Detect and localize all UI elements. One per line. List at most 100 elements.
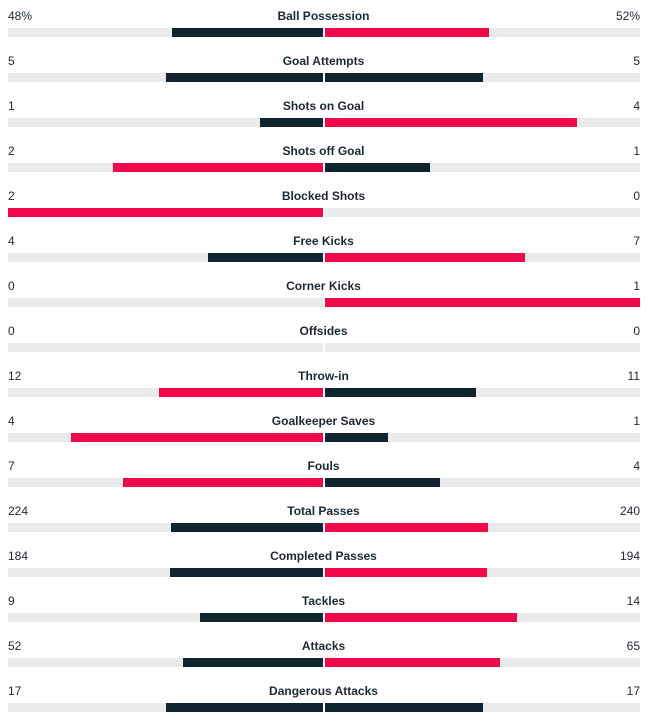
- stat-row: 2 Shots off Goal 1: [0, 135, 647, 180]
- stat-label: Tackles: [301, 594, 346, 608]
- away-bar-fill: [325, 568, 487, 577]
- home-bar-track: [8, 703, 323, 712]
- home-value: 0: [8, 324, 15, 338]
- away-bar-track: [325, 613, 640, 622]
- away-value: 65: [626, 639, 640, 653]
- home-value: 5: [8, 54, 15, 68]
- away-value: 194: [619, 549, 640, 563]
- stat-label: Shots off Goal: [282, 144, 365, 158]
- away-bar-fill: [325, 298, 640, 307]
- away-value: 1: [633, 279, 640, 293]
- away-bar-track: [325, 253, 640, 262]
- home-bar-fill: [199, 613, 323, 622]
- away-value: 240: [619, 504, 640, 518]
- home-bar-track: [8, 163, 323, 172]
- home-bar-track: [8, 343, 323, 352]
- home-bar-track: [8, 478, 323, 487]
- stat-row: 12 Throw-in 11: [0, 360, 647, 405]
- home-value: 2: [8, 144, 15, 158]
- away-bar-track: [325, 343, 640, 352]
- away-bar-fill: [325, 523, 488, 532]
- stat-row: 1 Shots on Goal 4: [0, 90, 647, 135]
- away-bar-fill: [325, 163, 430, 172]
- stat-label: Total Passes: [287, 504, 360, 518]
- away-value: 52%: [615, 9, 640, 23]
- home-bar-fill: [208, 253, 323, 262]
- away-bar-fill: [325, 118, 577, 127]
- home-value: 4: [8, 234, 15, 248]
- home-bar-fill: [165, 703, 323, 712]
- home-bar-track: [8, 118, 323, 127]
- home-bar-track: [8, 73, 323, 82]
- stat-row: 7 Fouls 4: [0, 450, 647, 495]
- home-value: 224: [8, 504, 29, 518]
- away-value: 7: [633, 234, 640, 248]
- stat-row: 4 Goalkeeper Saves 1: [0, 405, 647, 450]
- home-bar-fill: [183, 658, 323, 667]
- home-bar-fill: [171, 28, 323, 37]
- away-bar-fill: [325, 613, 517, 622]
- away-bar-track: [325, 433, 640, 442]
- home-value: 0: [8, 279, 15, 293]
- stat-row: 52 Attacks 65: [0, 630, 647, 675]
- away-bar-track: [325, 208, 640, 217]
- stat-label: Shots on Goal: [282, 99, 365, 113]
- away-bar-fill: [325, 703, 483, 712]
- stat-label: Attacks: [301, 639, 346, 653]
- away-bar-fill: [325, 658, 501, 667]
- away-bar-track: [325, 658, 640, 667]
- home-bar-track: [8, 658, 323, 667]
- home-bar-track: [8, 568, 323, 577]
- home-value: 7: [8, 459, 15, 473]
- away-bar-track: [325, 298, 640, 307]
- stat-row: 9 Tackles 14: [0, 585, 647, 630]
- stat-label: Completed Passes: [270, 549, 377, 563]
- home-bar-fill: [165, 73, 323, 82]
- away-value: 11: [627, 369, 640, 383]
- away-value: 0: [633, 189, 640, 203]
- away-bar-track: [325, 73, 640, 82]
- home-value: 52: [8, 639, 22, 653]
- away-bar-track: [325, 118, 640, 127]
- stat-label: Corner Kicks: [286, 279, 361, 293]
- stat-row: 4 Free Kicks 7: [0, 225, 647, 270]
- away-bar-track: [325, 28, 640, 37]
- stat-row: 17 Dangerous Attacks 17: [0, 675, 647, 720]
- home-bar-track: [8, 208, 323, 217]
- stat-label: Blocked Shots: [281, 189, 366, 203]
- home-bar-fill: [260, 118, 323, 127]
- stat-label: Offsides: [299, 324, 348, 338]
- away-value: 4: [633, 99, 640, 113]
- away-value: 17: [626, 684, 640, 698]
- stat-row: 0 Offsides 0: [0, 315, 647, 360]
- home-bar-fill: [112, 163, 323, 172]
- away-value: 14: [626, 594, 640, 608]
- home-bar-track: [8, 388, 323, 397]
- stat-label: Fouls: [307, 459, 340, 473]
- away-value: 4: [633, 459, 640, 473]
- stat-row: 48% Ball Possession 52%: [0, 0, 647, 45]
- home-bar-fill: [8, 208, 323, 217]
- home-bar-track: [8, 523, 323, 532]
- away-value: 1: [633, 144, 640, 158]
- away-bar-track: [325, 523, 640, 532]
- away-bar-fill: [325, 433, 388, 442]
- home-value: 9: [8, 594, 15, 608]
- stat-row: 224 Total Passes 240: [0, 495, 647, 540]
- away-bar-track: [325, 163, 640, 172]
- away-bar-fill: [325, 73, 483, 82]
- home-bar-fill: [71, 433, 323, 442]
- home-bar-fill: [158, 388, 323, 397]
- home-value: 2: [8, 189, 15, 203]
- stat-row: 5 Goal Attempts 5: [0, 45, 647, 90]
- home-value: 1: [8, 99, 15, 113]
- away-bar-fill: [325, 478, 440, 487]
- home-bar-fill: [170, 523, 323, 532]
- home-bar-fill: [169, 568, 323, 577]
- home-value: 184: [8, 549, 29, 563]
- home-bar-track: [8, 613, 323, 622]
- away-bar-fill: [325, 388, 476, 397]
- away-bar-track: [325, 388, 640, 397]
- away-bar-track: [325, 568, 640, 577]
